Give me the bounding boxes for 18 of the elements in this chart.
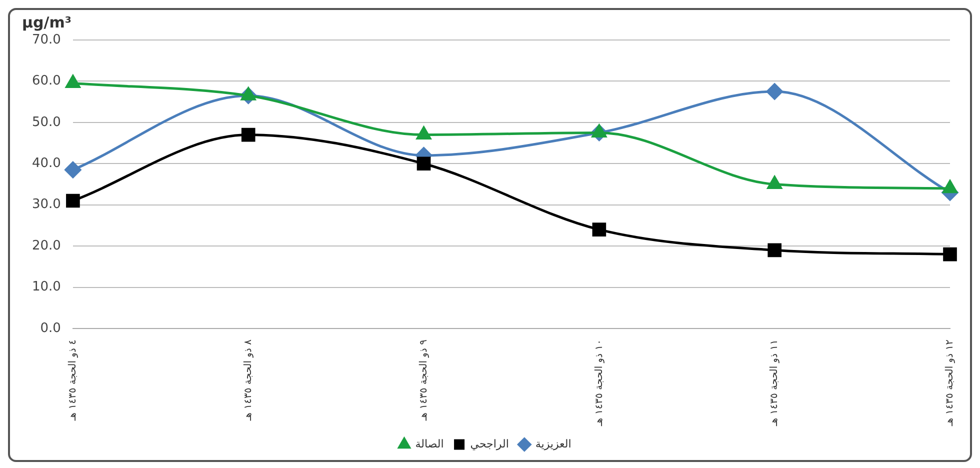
x-tick-label: ١٠ ذو الحجة ١٤٣٥ هـ (594, 339, 605, 428)
legend-label: العزيزية (535, 437, 572, 450)
y-tick-label: 70.0 (32, 32, 61, 48)
y-tick-label: 60.0 (32, 74, 61, 89)
x-tick-label: ١١ ذو الحجة ١٤٣٥ هـ (769, 339, 780, 428)
x-tick-label: ٩ ذو الحجة ١٤٣٥ هـ (418, 339, 430, 422)
y-tick-label: 0.0 (40, 320, 61, 336)
legend-label: الراجحي (470, 437, 509, 450)
y-tick-label: 50.0 (32, 114, 61, 130)
x-tick-label: ٨ ذو الحجة ١٤٣٥ هـ (242, 338, 254, 422)
y-axis-title: µg/m³ (22, 13, 72, 32)
legend-label: الصالة (415, 437, 444, 450)
y-tick-label: 30.0 (32, 197, 61, 212)
y-tick-label: 20.0 (32, 238, 61, 254)
x-tick-label: ٤ ذو الحجة ١٤٣٥ هـ (68, 339, 79, 422)
x-tick-label: ١٢ ذو الحجة ١٤٣٥ هـ (944, 339, 956, 428)
y-tick-label: 40.0 (32, 156, 61, 172)
y-tick-label: 10.0 (32, 280, 61, 295)
